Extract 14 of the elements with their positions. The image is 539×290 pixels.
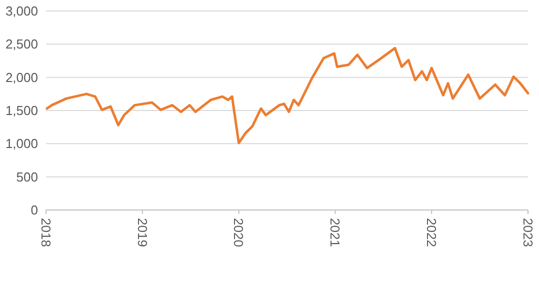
y-tick-label: 0: [30, 202, 38, 218]
x-tick-label: 2022: [424, 218, 440, 247]
x-tick-label: 2019: [134, 218, 150, 247]
y-tick-label: 500: [16, 169, 38, 184]
line-series: [46, 46, 530, 144]
y-tick-label: 1,500: [5, 103, 38, 118]
x-tick-label: 2023: [520, 218, 536, 247]
x-tick-label: 2021: [328, 218, 343, 247]
x-tick-label: 2018: [38, 218, 54, 247]
y-tick-label: 2,500: [5, 36, 38, 52]
y-tick-label: 2,000: [5, 70, 38, 85]
y-tick-label: 1,000: [5, 136, 38, 152]
y-tick-label: 3,000: [5, 4, 38, 19]
x-tick-label: 2020: [231, 218, 246, 247]
